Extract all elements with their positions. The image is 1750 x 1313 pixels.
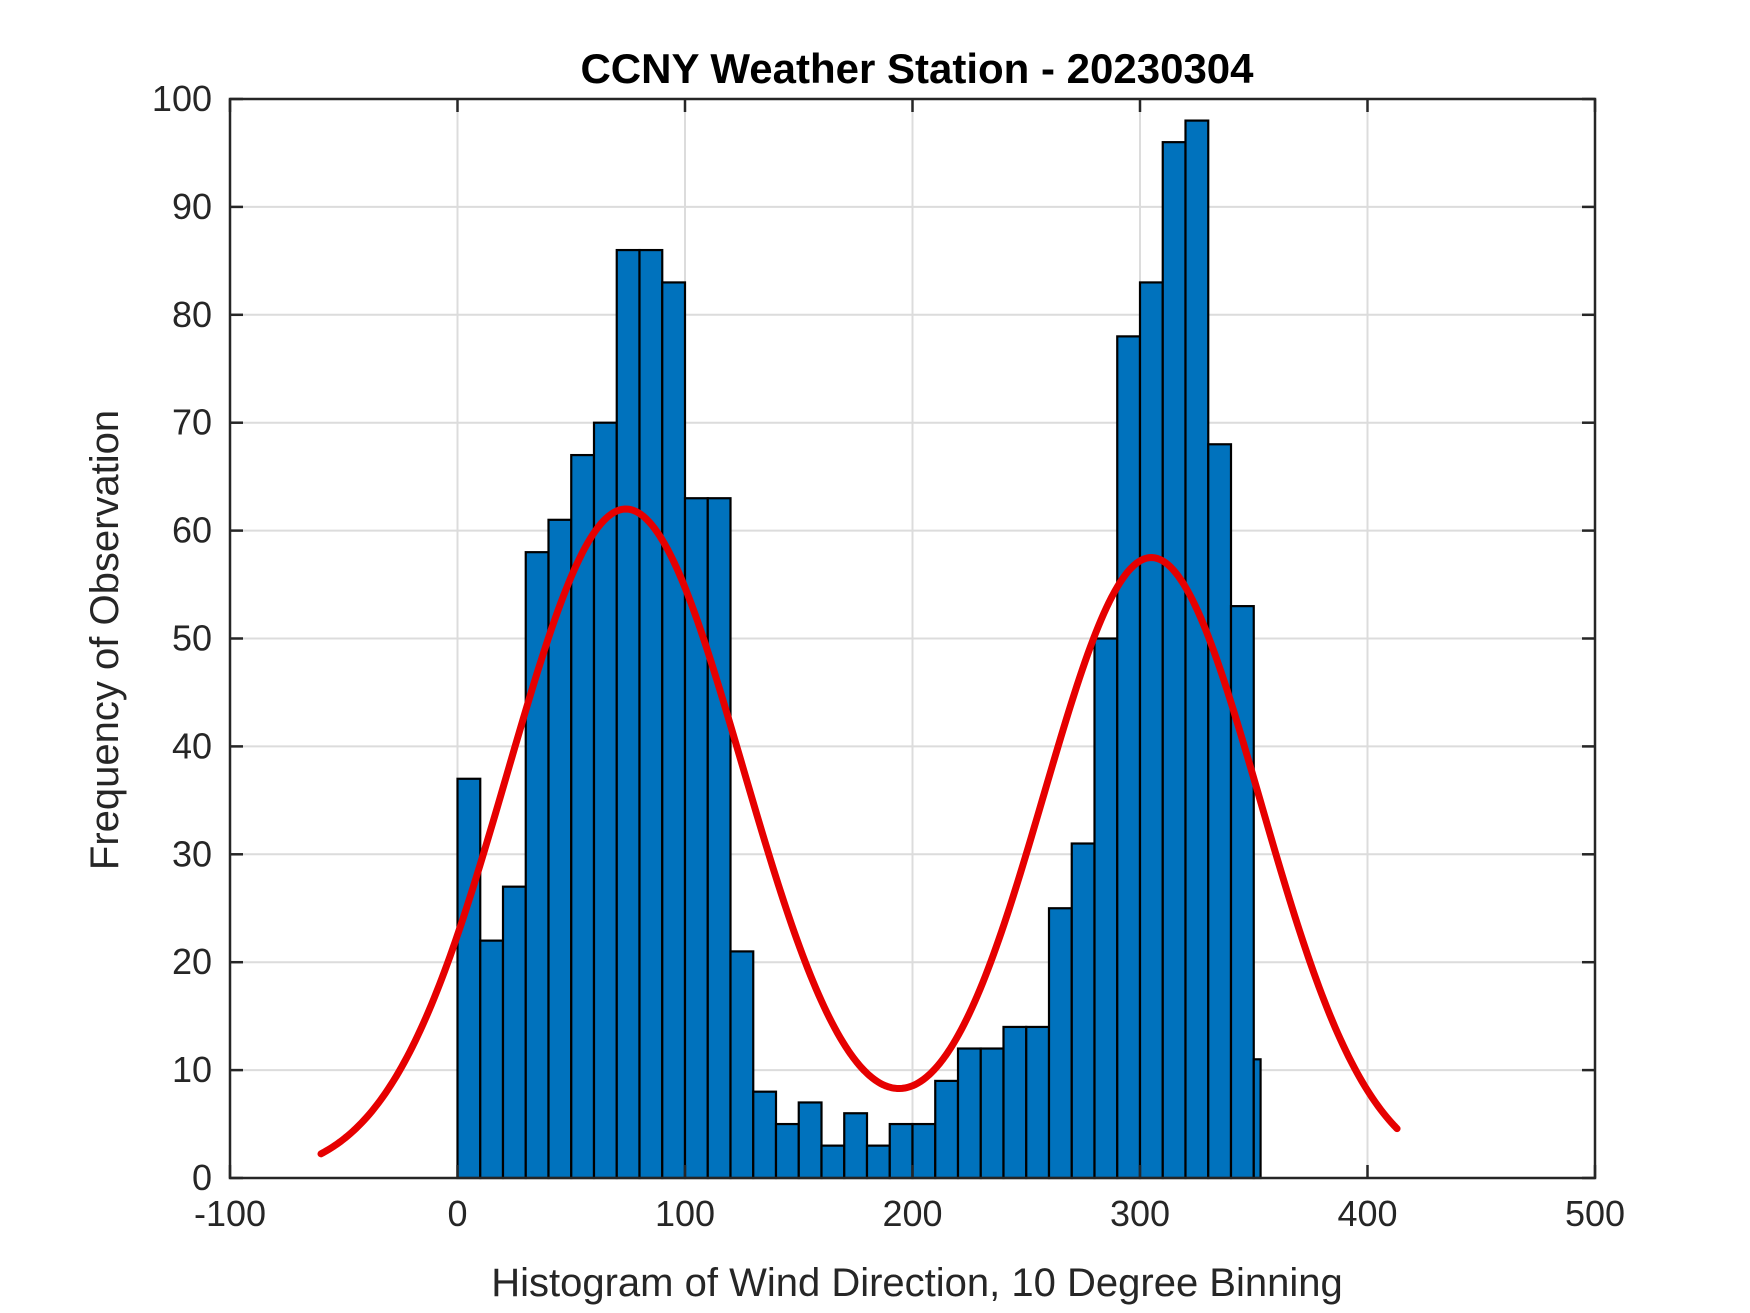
histogram-bar [501,885,527,1180]
histogram-bar [1025,1025,1051,1180]
y-tick-label: 10 [172,1049,212,1090]
histogram-bar [615,248,641,1180]
histogram-bar [1138,281,1164,1180]
histogram-bar [729,950,755,1180]
grid-lines [229,98,1596,1179]
histogram-bar [1229,605,1255,1180]
histogram-bar [479,939,505,1180]
y-tick-label: 40 [172,725,212,766]
fit-curve-layer [317,505,1401,1158]
y-tick-label: 80 [172,294,212,335]
y-tick-label: 0 [192,1157,212,1198]
histogram-bar [911,1122,937,1180]
x-tick-label: 100 [655,1193,715,1234]
gaussian-fit-curve [317,505,1401,1158]
tick-marks [228,97,1597,1180]
chart-title: CCNY Weather Station - 20230304 [580,45,1254,92]
histogram-bar [979,1047,1005,1180]
x-tick-label: 400 [1337,1193,1397,1234]
histogram-bar [752,1090,778,1180]
histogram-bar [1002,1025,1028,1180]
histogram-bar [934,1079,960,1180]
x-tick-label: 500 [1565,1193,1625,1234]
x-tick-label: 300 [1110,1193,1170,1234]
histogram-bar [706,497,732,1180]
histogram-bar [820,1144,846,1180]
x-tick-label: 0 [447,1193,467,1234]
x-tick-label: 200 [882,1193,942,1234]
y-axis-label: Frequency of Observation [83,410,127,870]
histogram-bar [1116,335,1142,1180]
histogram-bar [638,248,664,1180]
y-tick-label: 50 [172,618,212,659]
histogram-bar [774,1122,800,1180]
y-tick-label: 60 [172,510,212,551]
histogram-bar [1047,907,1073,1180]
histogram-bar [797,1101,823,1180]
histogram-bar [888,1122,914,1180]
histogram-bar [1093,637,1119,1180]
histogram-bar [1070,842,1096,1180]
y-tick-label: 100 [152,78,212,119]
histogram-bar [1184,119,1210,1180]
histogram-bar [592,421,618,1180]
histogram-bar [1161,141,1187,1180]
tick-labels: -100 0 100 200 300 400 50001020304050607080901… [152,78,1625,1234]
y-tick-label: 70 [172,402,212,443]
histogram-bar [661,281,687,1180]
x-tick-label: -100 [194,1193,266,1234]
histogram-bar [1252,1058,1262,1180]
x-axis-label: Histogram of Wind Direction, 10 Degree B… [491,1261,1343,1305]
histogram-bar [865,1144,891,1180]
y-tick-label: 20 [172,941,212,982]
histogram-bar [956,1047,982,1180]
y-tick-label: 30 [172,833,212,874]
y-tick-label: 90 [172,186,212,227]
histogram-bar [456,777,482,1180]
histogram-bar [843,1112,869,1180]
histogram-bar [1207,443,1233,1180]
